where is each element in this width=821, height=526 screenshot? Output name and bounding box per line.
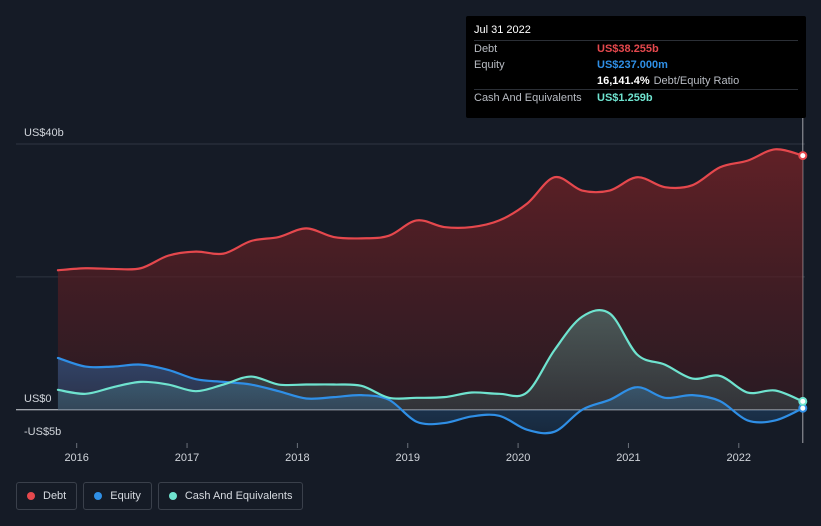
end-point-cash-and-equivalents [798,396,808,406]
x-tick-label: 2019 [395,452,419,464]
chart-legend: Debt Equity Cash And Equivalents [16,482,304,510]
tooltip-label: Equity [474,59,505,71]
series-line-cash-and-equivalents [56,309,804,403]
debt-dot-icon [27,492,35,500]
x-tick-label: 2017 [175,452,199,464]
tooltip-date: Jul 31 2022 [474,24,531,36]
legend-label: Cash And Equivalents [184,490,293,502]
series-areas [57,149,803,434]
x-tick-label: 2022 [727,452,751,464]
series-line-debt [56,148,804,272]
tooltip-value: 16,141.4% [597,75,650,87]
legend-item-debt[interactable]: Debt [16,482,78,510]
tooltip-row-debt: Debt US$38.255b [474,40,798,57]
x-tick-label: 2020 [506,452,530,464]
legend-label: Debt [43,490,67,502]
y-tick-label: US$0 [24,393,52,405]
y-tick-label: US$40b [24,127,64,139]
tooltip-label: Debt [474,43,498,55]
axis-labels: US$40b US$0 -US$5b 2016 2017 2018 2019 2020 2021… [24,127,751,464]
tooltip-value: US$237.000m [597,59,668,71]
tooltip-row-equity: Equity US$237.000m [474,57,798,73]
tooltip-label [474,73,597,89]
tooltip-row-ratio: 16,141.4% Debt/Equity Ratio [474,73,798,89]
legend-label: Equity [110,490,141,502]
x-tick-label: 2018 [285,452,309,464]
end-markers [798,151,808,413]
end-point-debt [798,151,808,161]
series-line-equity [56,356,804,435]
series-lines [56,148,804,435]
legend-item-equity[interactable]: Equity [83,482,152,510]
equity-dot-icon [94,492,103,500]
tooltip-value: US$38.255b [597,43,659,55]
tooltip-row-cash: Cash And Equivalents US$1.259b [474,89,798,106]
tooltip-label: Cash And Equivalents [474,92,582,104]
series-area-cash-and-equivalents [57,310,803,410]
y-tick-label: -US$5b [24,426,61,438]
hover-tooltip: Jul 31 2022 Debt US$38.255b Equity US$23… [466,16,806,118]
tooltip-extra: Debt/Equity Ratio [653,75,740,87]
cash-dot-icon [168,492,177,500]
x-tick-label: 2016 [64,452,88,464]
legend-item-cash[interactable]: Cash And Equivalents [157,482,304,510]
x-tick-label: 2021 [616,452,640,464]
tooltip-value: US$1.259b [597,92,653,104]
